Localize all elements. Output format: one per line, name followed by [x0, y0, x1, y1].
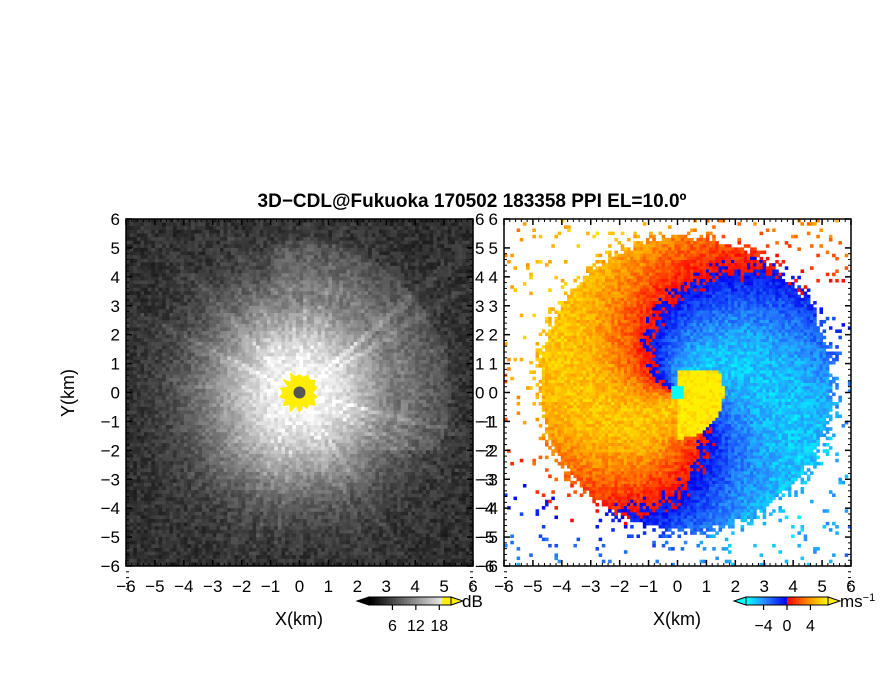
colorbar-tick-label: 12 — [407, 618, 425, 635]
y-tick-label: −2 — [101, 441, 120, 460]
colorbar-unit: ms−1 — [840, 592, 875, 611]
y-tick-label-right: 6 — [475, 210, 484, 229]
radar-center-marker — [293, 386, 306, 399]
y-tick-label: 5 — [489, 239, 498, 258]
y-tick-label: 0 — [111, 384, 120, 403]
y-tick-label-right: 5 — [475, 239, 484, 258]
y-tick-label: −5 — [479, 528, 498, 547]
y-tick-label-right: 2 — [475, 326, 484, 345]
y-tick-label: −1 — [101, 412, 120, 431]
y-tick-label: −6 — [101, 557, 120, 576]
y-tick-label-right: 0 — [475, 384, 484, 403]
x-tick-label: 1 — [702, 577, 711, 596]
velocity-x-axis-label: X(km) — [653, 609, 701, 629]
y-tick-label: 6 — [111, 210, 120, 229]
y-tick-label-right: −3 — [475, 470, 494, 489]
velocity-colorbar: −4 0 4 ms−1 — [732, 592, 875, 635]
x-tick-label: 1 — [324, 577, 333, 596]
y-tick-label: 4 — [489, 268, 498, 287]
y-tick-label-right: 3 — [475, 297, 484, 316]
y-tick-label: −2 — [479, 441, 498, 460]
x-tick-label: 6 — [846, 577, 855, 596]
x-tick-label: −3 — [581, 577, 600, 596]
y-tick-label: 3 — [489, 297, 498, 316]
x-tick-label: 0 — [673, 577, 682, 596]
x-tick-label: 6 — [468, 577, 477, 596]
y-tick-label: 1 — [489, 355, 498, 374]
x-tick-label: −4 — [552, 577, 571, 596]
x-tick-label: 4 — [788, 577, 797, 596]
y-tick-label: 0 — [489, 384, 498, 403]
colorbar-tick-label: −4 — [754, 618, 772, 635]
y-tick-label: 5 — [111, 239, 120, 258]
reflectivity-field — [126, 219, 473, 566]
y-tick-label: 6 — [489, 210, 498, 229]
x-tick-label: −4 — [174, 577, 193, 596]
x-tick-label: −6 — [494, 577, 513, 596]
reflectivity-y-axis-label: Y(km) — [58, 369, 78, 417]
y-tick-label: −1 — [479, 412, 498, 431]
reflectivity-colorbar: 6 12 18 dB — [355, 592, 483, 635]
y-tick-label: −3 — [101, 470, 120, 489]
x-tick-label: −2 — [610, 577, 629, 596]
colorbar-tick-label: 6 — [388, 618, 397, 635]
x-tick-label: 5 — [817, 577, 826, 596]
y-tick-label-right: −4 — [475, 499, 494, 518]
y-tick-label: 3 — [111, 297, 120, 316]
colorbar-tick-label: 4 — [806, 618, 815, 635]
x-tick-label: −5 — [523, 577, 542, 596]
reflectivity-x-axis-label: X(km) — [275, 609, 323, 629]
y-tick-label: −3 — [479, 470, 498, 489]
x-tick-label: −2 — [232, 577, 251, 596]
y-tick-label: −4 — [101, 499, 120, 518]
x-tick-label: −1 — [639, 577, 658, 596]
reflectivity-axis-ticks: −6−6 −6−5−5 −5−4−4 −4−3−3 −3−2−2 −2−1−1 −100 01… — [101, 210, 495, 596]
x-tick-label: −3 — [203, 577, 222, 596]
y-tick-label-right: −5 — [475, 528, 494, 547]
y-tick-label: 1 — [111, 355, 120, 374]
colorbar-tick-label: 18 — [430, 618, 448, 635]
x-tick-label: 3 — [760, 577, 769, 596]
y-tick-label: −6 — [479, 557, 498, 576]
colorbar-tick-label: 0 — [783, 618, 792, 635]
y-tick-label-right: −1 — [475, 412, 494, 431]
y-tick-label-right: −2 — [475, 441, 494, 460]
colorbar-unit: dB — [462, 592, 483, 611]
x-tick-label: 2 — [731, 577, 740, 596]
x-tick-label: −6 — [116, 577, 135, 596]
y-tick-label: 4 — [111, 268, 120, 287]
y-tick-label: 2 — [111, 326, 120, 345]
x-tick-label: −1 — [261, 577, 280, 596]
x-tick-label: 5 — [439, 577, 448, 596]
y-tick-label: −4 — [479, 499, 498, 518]
x-tick-label: 4 — [410, 577, 419, 596]
y-tick-label-right: 4 — [475, 268, 484, 287]
x-tick-label: 3 — [382, 577, 391, 596]
y-tick-label-right: −6 — [475, 557, 494, 576]
x-tick-label: 2 — [353, 577, 362, 596]
y-tick-label: −5 — [101, 528, 120, 547]
y-tick-label-right: 1 — [475, 355, 484, 374]
x-tick-label: −5 — [145, 577, 164, 596]
y-tick-label: 2 — [489, 326, 498, 345]
velocity-field — [504, 219, 851, 566]
reflectivity-panel: −6−6 −6−5−5 −5−4−4 −4−3−3 −3−2−2 −2−1−1 −100 01… — [101, 210, 495, 596]
figure-title: 3D−CDL@Fukuoka 170502 183358 PPI EL=10.0… — [258, 191, 687, 212]
x-tick-label: 0 — [295, 577, 304, 596]
